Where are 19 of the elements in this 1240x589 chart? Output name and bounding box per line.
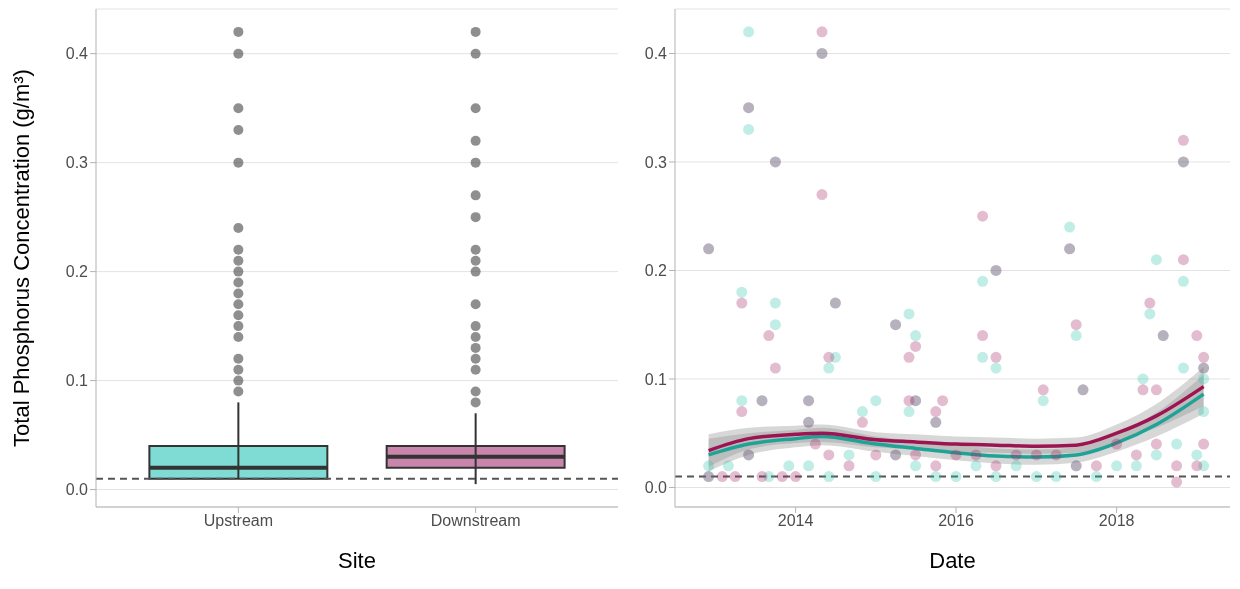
y-tick-label: 0.0 <box>644 479 668 497</box>
y-tick-label: 0.4 <box>644 45 668 63</box>
x-axis-title: Date <box>929 548 976 573</box>
y-tick-label: 0.4 <box>65 45 89 63</box>
y-tick-label: 0.1 <box>65 372 89 390</box>
y-tick-label: 0.1 <box>644 370 668 388</box>
x-axis-title: Site <box>338 548 376 573</box>
y-tick-label: 0.3 <box>644 153 668 171</box>
x-tick-label: 2016 <box>938 512 974 530</box>
y-axis-title: Total Phosphorus Concentration (g/m³) <box>8 69 34 447</box>
y-tick-label: 0.3 <box>65 154 89 172</box>
x-tick-label: 2014 <box>777 512 814 530</box>
line-series <box>706 392 1206 459</box>
y-tick-label: 0.2 <box>65 263 89 281</box>
x-tick-label: 2018 <box>1098 512 1135 530</box>
x-tick-label: Downstream <box>430 512 521 530</box>
x-tick-label: Upstream <box>203 512 274 530</box>
y-tick-label: 0.2 <box>644 262 668 280</box>
y-tick-label: 0.0 <box>65 481 89 499</box>
